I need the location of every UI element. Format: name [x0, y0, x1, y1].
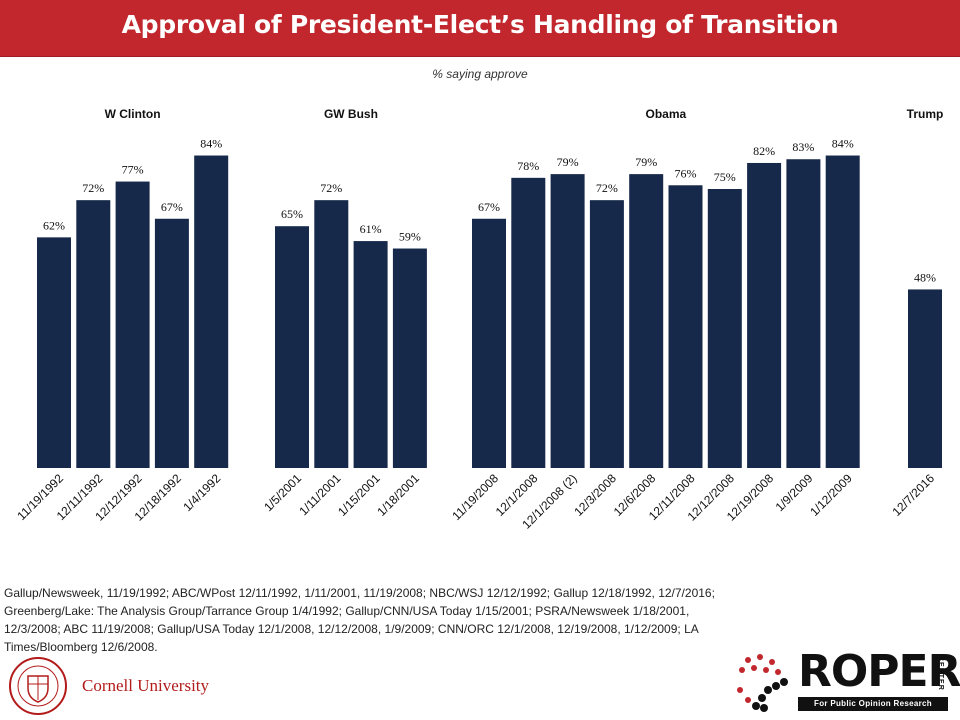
logo-dot [760, 704, 768, 712]
bar [154, 218, 189, 468]
logo-dot [737, 687, 743, 693]
bar [747, 162, 782, 468]
cornell-seal-logo [9, 657, 67, 715]
data-label: 67% [161, 200, 183, 214]
data-label: 82% [753, 144, 775, 158]
roper-logo-word: ROPER [798, 646, 960, 697]
category-tick-label: 1/4/1992 [180, 471, 223, 514]
bar [275, 226, 309, 468]
data-label: 77% [122, 163, 144, 177]
logo-dot [772, 682, 780, 690]
group-label: GW Bush [324, 107, 378, 121]
logo-dot [769, 659, 775, 665]
cornell-university-name: Cornell University [82, 676, 210, 695]
logo-dot [775, 669, 781, 675]
logo-dot [745, 697, 751, 703]
bar [707, 189, 742, 468]
logo-dot [739, 667, 745, 673]
bar [37, 237, 71, 468]
bar [589, 200, 624, 468]
logo-dot [757, 654, 763, 660]
bar [786, 159, 821, 469]
roper-tagline: For Public Opinion Research [798, 697, 948, 711]
data-label: 84% [832, 137, 854, 151]
logo-dot [780, 678, 788, 686]
roper-center-label: CENTER [937, 656, 944, 691]
bar [115, 181, 150, 468]
bar [550, 174, 585, 468]
logo-dot [764, 686, 772, 694]
group-label: Obama [646, 107, 687, 121]
bar [314, 200, 349, 468]
data-label: 79% [557, 155, 579, 169]
source-notes: Gallup/Newsweek, 11/19/1992; ABC/WPost 1… [4, 584, 844, 656]
data-label: 62% [43, 218, 65, 232]
bar [194, 155, 229, 468]
data-label: 79% [635, 155, 657, 169]
bar [629, 174, 664, 468]
bar [668, 185, 703, 468]
source-line: Times/Bloomberg 12/6/2008. [4, 640, 158, 654]
source-line: Gallup/Newsweek, 11/19/1992; ABC/WPost 1… [4, 586, 715, 600]
chart-title: Approval of President-Elect’s Handling o… [121, 10, 839, 39]
logo-dot [763, 667, 769, 673]
logo-dot [758, 694, 766, 702]
data-label: 59% [399, 230, 421, 244]
data-label: 61% [360, 222, 382, 236]
bar [353, 241, 388, 468]
category-tick-label: 12/7/2016 [889, 471, 937, 519]
logo-dot [745, 657, 751, 663]
data-label: 75% [714, 170, 736, 184]
data-label: 72% [596, 181, 618, 195]
data-label: 67% [478, 200, 500, 214]
bar [76, 200, 111, 468]
category-tick-label: 11/19/2008 [449, 471, 501, 523]
data-label: 76% [675, 166, 697, 180]
category-tick-label: 1/18/2001 [374, 471, 422, 519]
chart-subtitle: % saying approve [432, 67, 528, 81]
source-line: Greenberg/Lake: The Analysis Group/Tarra… [4, 604, 690, 618]
logo-dot [751, 665, 757, 671]
group-label: W Clinton [105, 107, 161, 121]
source-line: 12/3/2008; ABC 11/19/2008; Gallup/USA To… [4, 622, 699, 636]
data-label: 72% [82, 181, 104, 195]
group-label: Trump [907, 107, 944, 121]
bar [511, 177, 546, 468]
data-label: 83% [792, 140, 814, 154]
bar-chart: W Clinton62%11/19/199272%12/11/199277%12… [14, 107, 944, 532]
logo-dot [752, 702, 760, 710]
bar [472, 218, 506, 468]
bar [908, 289, 942, 468]
data-label: 84% [200, 137, 222, 151]
title-bar: Approval of President-Elect’s Handling o… [0, 0, 960, 57]
data-label: 78% [517, 159, 539, 173]
roper-dots-logo [737, 654, 788, 712]
category-tick-label: 1/12/2009 [807, 471, 855, 519]
data-label: 48% [914, 270, 936, 284]
bar [392, 248, 427, 468]
data-label: 72% [320, 181, 342, 195]
data-label: 65% [281, 207, 303, 221]
bar [825, 155, 860, 468]
